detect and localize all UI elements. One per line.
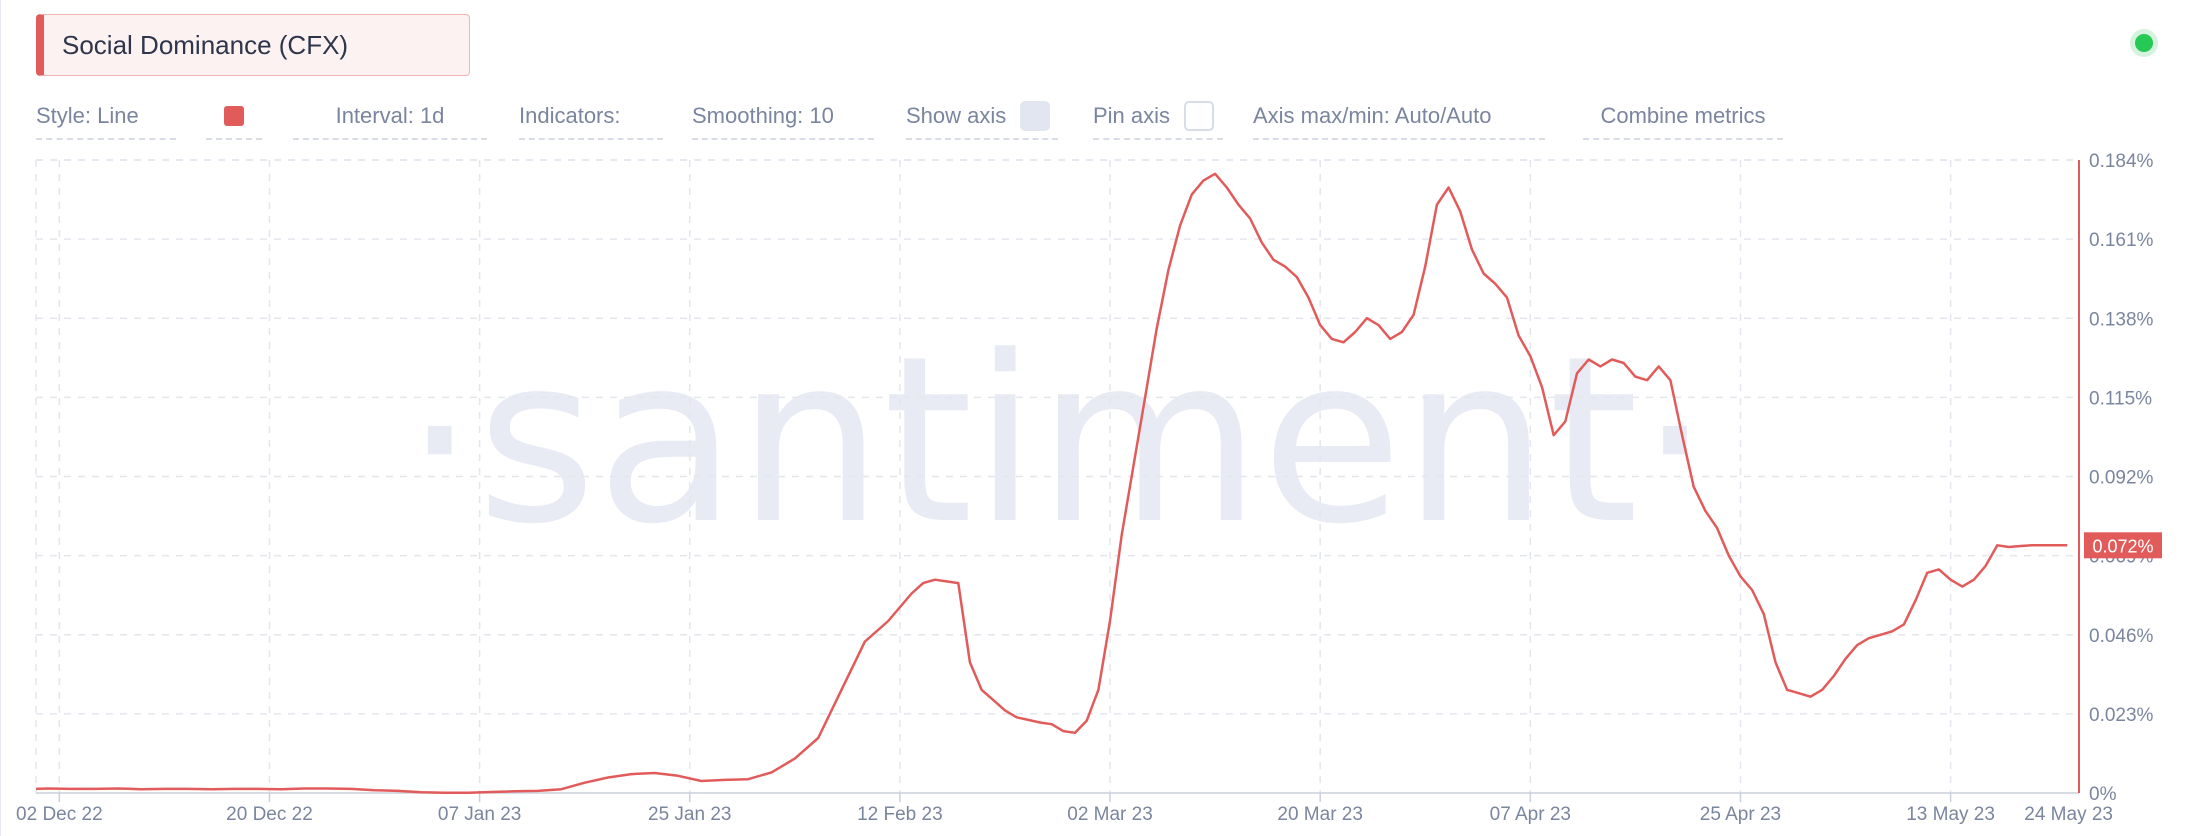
- interval-selector[interactable]: Interval: 1d: [293, 96, 487, 140]
- axis-maxmin-selector[interactable]: Axis max/min: Auto/Auto: [1253, 96, 1545, 140]
- series-line-0[interactable]: [35, 172, 2068, 794]
- interval-label: Interval: 1d: [335, 103, 445, 128]
- y-tick-label: 0.092%: [2089, 468, 2154, 489]
- x-tick-label: 25 Jan 23: [648, 804, 731, 825]
- x-tick-label: 07 Apr 23: [1490, 804, 1571, 825]
- smoothing-selector[interactable]: Smoothing: 10: [692, 96, 874, 140]
- y-tick-label: 0.184%: [2089, 151, 2154, 172]
- style-label: Style: Line: [36, 103, 139, 128]
- pin-axis-toggle[interactable]: Pin axis: [1093, 96, 1223, 140]
- combine-metrics-label: Combine metrics: [1600, 103, 1766, 128]
- x-tick-label: 07 Jan 23: [438, 804, 521, 825]
- x-tick-label: 20 Mar 23: [1277, 804, 1363, 825]
- status-indicator-icon: [2135, 34, 2153, 52]
- y-tick-label: 0.161%: [2089, 230, 2154, 251]
- indicators-selector[interactable]: Indicators:: [519, 96, 663, 140]
- smoothing-label: Smoothing: 10: [692, 103, 834, 128]
- current-value-label: 0.072%: [2092, 536, 2153, 556]
- x-tick-label: 24 May 23: [2024, 804, 2113, 825]
- show-axis-checkbox[interactable]: [1020, 101, 1051, 131]
- show-axis-label: Show axis: [906, 103, 1007, 128]
- current-value-badge: [2084, 532, 2162, 559]
- y-tick-label: 0.046%: [2089, 626, 2154, 647]
- color-picker[interactable]: [206, 96, 262, 140]
- santiment-watermark: ·santiment·: [403, 308, 1711, 575]
- x-tick-label: 25 Apr 23: [1700, 804, 1781, 825]
- y-tick-label: 0.115%: [2089, 388, 2152, 409]
- style-selector[interactable]: Style: Line: [36, 96, 176, 140]
- show-axis-toggle[interactable]: Show axis: [906, 96, 1058, 140]
- y-tick-label: 0%: [2089, 784, 2117, 805]
- y-tick-label: 0.138%: [2089, 309, 2154, 330]
- y-tick-label: 0.023%: [2089, 705, 2154, 726]
- combine-metrics-button[interactable]: Combine metrics: [1583, 96, 1783, 140]
- metric-title-box[interactable]: Social Dominance (CFX): [36, 14, 470, 76]
- pin-axis-label: Pin axis: [1093, 103, 1171, 128]
- x-tick-label: 02 Dec 22: [16, 804, 103, 825]
- metric-title: Social Dominance (CFX): [62, 29, 349, 60]
- axis-maxmin-label: Axis max/min: Auto/Auto: [1253, 103, 1492, 128]
- x-tick-label: 20 Dec 22: [226, 804, 313, 825]
- indicators-label: Indicators:: [519, 103, 621, 128]
- color-swatch-icon: [224, 106, 244, 126]
- x-tick-label: 13 May 23: [1906, 804, 1995, 825]
- x-tick-label: 02 Mar 23: [1067, 804, 1153, 825]
- chart-toolbar: Style: Line Interval: 1d Indicators: Smo…: [1, 96, 2212, 146]
- pin-axis-checkbox[interactable]: [1184, 101, 1215, 131]
- x-tick-label: 12 Feb 23: [857, 804, 943, 825]
